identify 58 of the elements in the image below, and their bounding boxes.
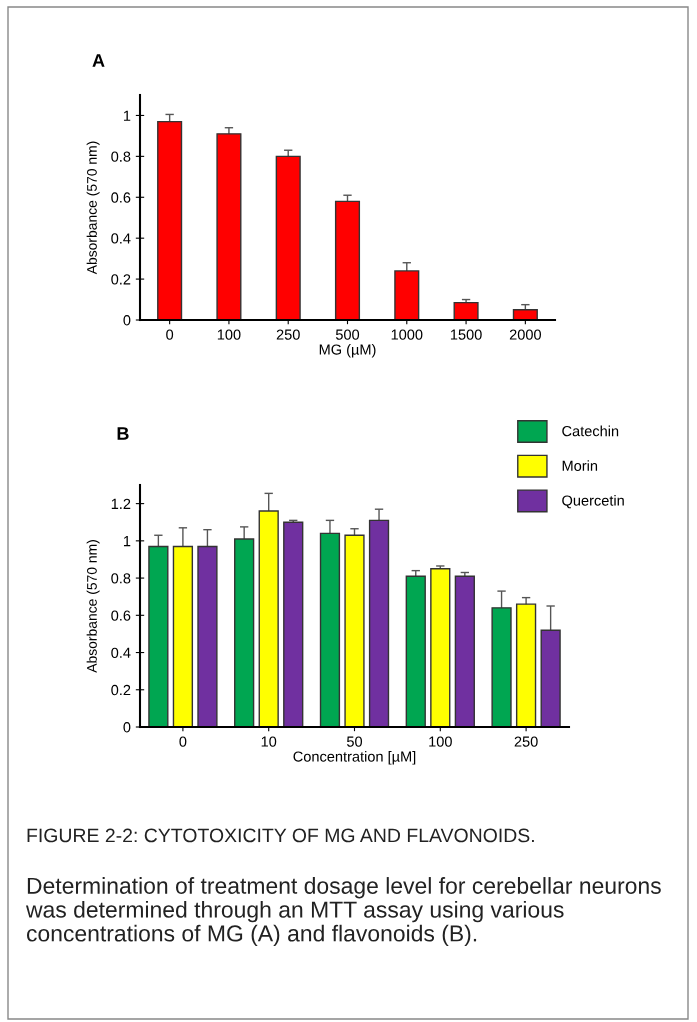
bar — [319, 532, 341, 727]
bar — [430, 568, 451, 727]
y-tick-label: 1 — [123, 536, 131, 547]
bar — [512, 309, 538, 320]
x-tick-label: 2000 — [509, 329, 542, 340]
x-tick-label: 50 — [346, 736, 363, 747]
y-tick-label: 0.6 — [111, 610, 131, 621]
x-tick-label: 0 — [166, 329, 174, 340]
bar — [148, 545, 169, 727]
x-axis-title: Concentration [µM] — [293, 751, 416, 765]
x-tick-label: 1500 — [450, 329, 482, 340]
bar — [172, 545, 194, 727]
legend-label: Catechin — [562, 425, 619, 437]
caption: FIGURE 2-2: CYTOTOXICITY OF MG AND FLAVONOIDS. — [27, 828, 534, 843]
bar — [197, 545, 218, 727]
y-tick-label: 0 — [123, 722, 131, 733]
bar — [368, 519, 390, 727]
x-tick-label: 0 — [179, 736, 187, 747]
y-tick-label: 0.8 — [111, 151, 131, 162]
bar — [540, 629, 561, 727]
text: Determination of treatment dosage level for cerebellar neurons was determined through an MTT assay using various concentrations of MG (A) and flavonoids (B). — [25, 877, 661, 947]
bar — [405, 575, 426, 727]
x-tick-label: 10 — [261, 736, 277, 747]
bar — [258, 510, 279, 727]
x-tick-label: 250 — [514, 736, 538, 747]
chart-title: B — [117, 427, 129, 440]
bar — [491, 607, 512, 727]
bar — [157, 120, 183, 320]
x-tick-label: 250 — [276, 329, 300, 340]
bar — [515, 603, 537, 727]
x-tick-label: 500 — [335, 329, 360, 340]
bar — [234, 538, 255, 727]
y-tick-label: 1 — [123, 110, 131, 121]
legend-label: Morin — [562, 460, 598, 471]
y-tick-label: 0.6 — [111, 192, 131, 203]
x-tick-label: 1000 — [391, 329, 423, 340]
bar — [453, 301, 479, 320]
bar — [344, 534, 365, 727]
y-axis-title: Absorbance (570 nm) — [86, 540, 100, 673]
bar — [275, 155, 301, 320]
bar — [454, 575, 475, 727]
x-tick-label: 100 — [217, 329, 241, 340]
bar — [394, 270, 420, 320]
chart-title: A — [92, 54, 105, 67]
y-tick-label: 0.2 — [111, 274, 131, 285]
y-tick-label: 1.2 — [111, 498, 131, 509]
y-tick-label: 0.8 — [111, 573, 131, 584]
y-tick-label: 0.4 — [111, 647, 131, 658]
x-axis-title: MG (µM) — [319, 344, 376, 358]
y-axis-title: Absorbance (570 nm) — [86, 141, 100, 275]
bar — [283, 521, 304, 727]
y-tick-label: 0 — [123, 315, 131, 326]
y-tick-label: 0.2 — [111, 684, 131, 696]
y-tick-label: 0.4 — [111, 233, 131, 244]
legend-label: Quercetin — [562, 494, 624, 509]
x-tick-label: 100 — [429, 736, 452, 747]
bar — [216, 133, 242, 320]
bar — [334, 200, 361, 320]
